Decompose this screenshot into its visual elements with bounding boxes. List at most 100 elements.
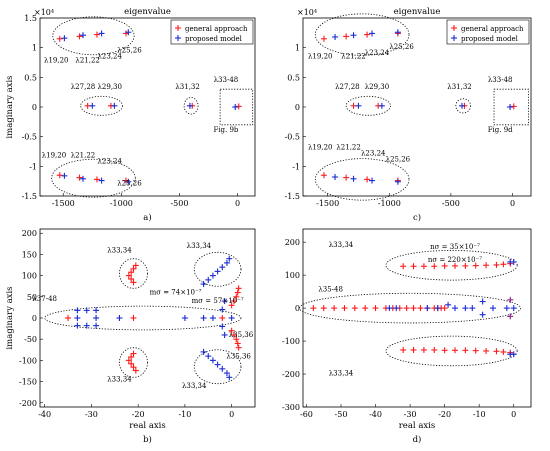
data-point [209, 272, 216, 279]
data-point [403, 305, 410, 312]
data-point [219, 264, 226, 271]
cluster-ellipse [44, 305, 242, 331]
data-point [74, 307, 81, 314]
annotation-label: λ19,20 [44, 57, 68, 65]
data-point [410, 346, 417, 353]
panel-label: d) [413, 434, 422, 445]
y-tick-label: -0.5 [285, 133, 300, 142]
cluster-ellipse [385, 250, 518, 281]
data-point [362, 305, 369, 312]
x-tick-label: -20 [132, 410, 145, 419]
data-point [364, 176, 371, 183]
y-tick-label: 0.5 [287, 73, 300, 82]
y-tick-label: -50 [24, 335, 37, 344]
data-point [76, 174, 83, 181]
legend-entry: proposed model [461, 35, 519, 43]
legend-box [170, 19, 254, 45]
data-point [130, 315, 137, 321]
data-point [65, 315, 72, 321]
y-tick-label: 1.5 [24, 14, 37, 23]
data-point [479, 311, 486, 318]
annotation-label: λ21,22 [71, 151, 95, 159]
data-point [234, 289, 241, 296]
annotation-label: λ19,20 [308, 52, 332, 60]
data-point [410, 263, 417, 270]
cluster-ellipse [119, 258, 148, 289]
x-tick-label: -1500 [52, 199, 75, 208]
data-point [221, 298, 228, 305]
data-point [469, 305, 476, 312]
data-point [226, 374, 233, 381]
y-tick-label: 200 [22, 229, 37, 238]
plot-frame [302, 17, 532, 197]
annotation-label: λ37-48 [32, 295, 57, 303]
data-point [479, 298, 486, 305]
annotation-label: λ33-48 [214, 76, 239, 84]
y-tick-label: -1 [292, 162, 300, 171]
data-point [219, 306, 226, 313]
data-point [417, 305, 424, 312]
data-point [343, 33, 350, 40]
data-point [233, 293, 240, 300]
data-point [61, 172, 68, 179]
x-tick-label: -10 [178, 410, 191, 419]
annotation-label: λ33,34 [107, 376, 132, 384]
annotation-label: λ25,26 [117, 179, 142, 187]
y-tick-label: -100 [19, 356, 37, 365]
data-point [400, 346, 407, 353]
data-point [234, 340, 241, 347]
x-tick-label: 0 [511, 410, 516, 419]
x-tick-label: -1000 [378, 199, 401, 208]
data-point [507, 313, 514, 320]
chart-panel-4: -60 -50 -40 -30 -20 -10 0-300-200-1000100200re… [282, 228, 532, 445]
legend-box [446, 19, 530, 45]
annotation-label: λ25,26 [389, 43, 414, 51]
data-point [83, 307, 90, 314]
legend-entry: general approach [461, 25, 524, 33]
annotation-label: λ23,24 [361, 150, 386, 158]
data-point [507, 104, 514, 110]
x-tick-label: -60 [300, 410, 313, 419]
chart-title: eigenvalue [124, 7, 171, 17]
y-tick-label: 150 [22, 250, 37, 259]
y-tick-label: 0 [32, 103, 37, 112]
y-tick-label: 100 [285, 271, 300, 280]
data-point [393, 305, 400, 312]
data-point [431, 263, 438, 270]
data-point [400, 263, 407, 270]
y-tick-label: 0 [295, 103, 300, 112]
annotation-label: λ33,34 [329, 370, 354, 378]
data-point [332, 33, 339, 40]
data-point [209, 357, 216, 364]
x-tick-label: 0 [235, 199, 240, 208]
data-point [128, 353, 135, 360]
annotation-label: Fig. 9b [213, 126, 238, 134]
data-point [235, 103, 242, 110]
data-point [130, 364, 137, 371]
data-point [500, 348, 507, 355]
data-point [424, 305, 431, 312]
data-point [507, 296, 514, 303]
data-point [80, 175, 86, 182]
axis-exponent: ×10⁴ [34, 8, 54, 17]
annotation-label: λ31,32 [175, 83, 199, 91]
y-tick-label: 50 [27, 293, 37, 302]
x-tick-label: -500 [170, 199, 188, 208]
cluster-ellipse [385, 335, 518, 367]
data-point [310, 305, 317, 312]
annotation-label: λ33,34 [187, 242, 212, 250]
annotation-label: λ35,36 [229, 331, 254, 339]
zoom-box [219, 88, 254, 126]
data-point [228, 327, 235, 334]
annotation-label: λ23,24 [97, 52, 122, 60]
data-point [223, 370, 230, 377]
data-point [351, 305, 358, 312]
data-point [56, 35, 63, 42]
data-point [372, 305, 379, 312]
data-point [181, 315, 188, 321]
data-point [320, 305, 327, 312]
annotation-label: mσ = 74×10⁻⁷ [150, 289, 202, 297]
x-tick-label: 0 [229, 410, 234, 419]
data-point [230, 331, 237, 338]
data-point [230, 298, 237, 305]
